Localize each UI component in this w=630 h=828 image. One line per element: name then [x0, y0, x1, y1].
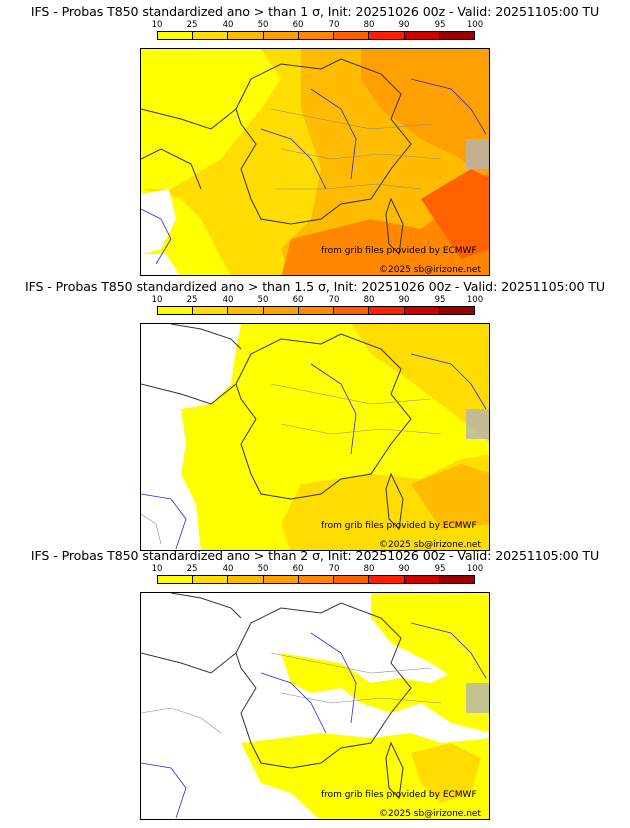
legend-tick: 100 [466, 295, 484, 305]
probability-map: from grib files provided by ECMWF ©2025 … [140, 48, 490, 276]
legend-tick: 90 [398, 295, 410, 305]
legend-swatch [158, 32, 194, 39]
legend-tick: 40 [222, 564, 234, 574]
legend-tick: 25 [186, 20, 198, 30]
legend-swatch [158, 307, 194, 314]
legend-tick: 60 [292, 564, 304, 574]
panel-1: IFS - Probas T850 standardized ano > tha… [0, 0, 630, 276]
legend-tick: 50 [257, 564, 269, 574]
legend-tick: 80 [363, 20, 375, 30]
legend-swatch [334, 32, 370, 39]
legend-tick: 50 [257, 295, 269, 305]
legend-tick: 95 [434, 20, 446, 30]
credit-source: from grib files provided by ECMWF [321, 790, 477, 800]
color-legend: 10 25 40 50 60 70 80 90 95 100 [152, 564, 484, 586]
legend-tick: 10 [151, 295, 163, 305]
legend-tick: 70 [328, 20, 340, 30]
color-legend: 10 25 40 50 60 70 80 90 95 100 [152, 20, 484, 42]
legend-tick: 10 [151, 20, 163, 30]
legend-labels: 10 25 40 50 60 70 80 90 95 100 [152, 295, 484, 305]
panel-title: IFS - Probas T850 standardized ano > tha… [30, 548, 600, 563]
probability-map: from grib files provided by ECMWF ©2025 … [140, 323, 490, 551]
legend-color-bar [157, 575, 475, 584]
legend-tick: 25 [186, 564, 198, 574]
legend-swatch [334, 307, 370, 314]
legend-tick: 80 [363, 564, 375, 574]
panel-2: IFS - Probas T850 standardized ano > tha… [0, 275, 630, 551]
legend-labels: 10 25 40 50 60 70 80 90 95 100 [152, 564, 484, 574]
legend-tick: 50 [257, 20, 269, 30]
legend-tick: 60 [292, 20, 304, 30]
panel-3: IFS - Probas T850 standardized ano > tha… [0, 544, 630, 820]
legend-swatch [193, 307, 229, 314]
legend-swatch [228, 32, 264, 39]
legend-swatch [439, 307, 474, 314]
legend-swatch [158, 576, 194, 583]
legend-swatch [228, 576, 264, 583]
probability-map: from grib files provided by ECMWF ©2025 … [140, 592, 490, 820]
credit-copyright: ©2025 sb@irizone.net [379, 809, 481, 819]
legend-swatch [193, 576, 229, 583]
map-graphic [141, 324, 489, 550]
legend-tick: 100 [466, 20, 484, 30]
legend-swatch [263, 307, 299, 314]
legend-swatch [298, 576, 335, 583]
legend-swatch [298, 307, 335, 314]
map-graphic [141, 593, 489, 819]
color-legend: 10 25 40 50 60 70 80 90 95 100 [152, 295, 484, 317]
legend-tick: 25 [186, 295, 198, 305]
legend-tick: 80 [363, 295, 375, 305]
legend-tick: 70 [328, 295, 340, 305]
legend-color-bar [157, 306, 475, 315]
legend-labels: 10 25 40 50 60 70 80 90 95 100 [152, 20, 484, 30]
legend-swatch [404, 576, 440, 583]
legend-tick: 90 [398, 564, 410, 574]
legend-swatch [334, 576, 370, 583]
credit-copyright: ©2025 sb@irizone.net [379, 540, 481, 550]
legend-swatch [228, 307, 264, 314]
legend-tick: 10 [151, 564, 163, 574]
legend-swatch [263, 32, 299, 39]
legend-tick: 95 [434, 295, 446, 305]
legend-swatch [369, 32, 405, 39]
credit-copyright: ©2025 sb@irizone.net [379, 265, 481, 275]
legend-swatch [193, 32, 229, 39]
legend-tick: 70 [328, 564, 340, 574]
legend-tick: 95 [434, 564, 446, 574]
credit-source: from grib files provided by ECMWF [321, 246, 477, 256]
legend-swatch [298, 32, 335, 39]
legend-swatch [404, 32, 440, 39]
legend-tick: 60 [292, 295, 304, 305]
legend-swatch [404, 307, 440, 314]
credit-source: from grib files provided by ECMWF [321, 521, 477, 531]
panel-title: IFS - Probas T850 standardized ano > tha… [24, 279, 606, 294]
legend-tick: 40 [222, 295, 234, 305]
legend-tick: 40 [222, 20, 234, 30]
legend-color-bar [157, 31, 475, 40]
legend-swatch [439, 32, 474, 39]
legend-swatch [369, 576, 405, 583]
legend-swatch [263, 576, 299, 583]
panel-title: IFS - Probas T850 standardized ano > tha… [30, 4, 600, 19]
map-graphic [141, 49, 489, 275]
legend-tick: 90 [398, 20, 410, 30]
legend-swatch [369, 307, 405, 314]
legend-swatch [439, 576, 474, 583]
legend-tick: 100 [466, 564, 484, 574]
